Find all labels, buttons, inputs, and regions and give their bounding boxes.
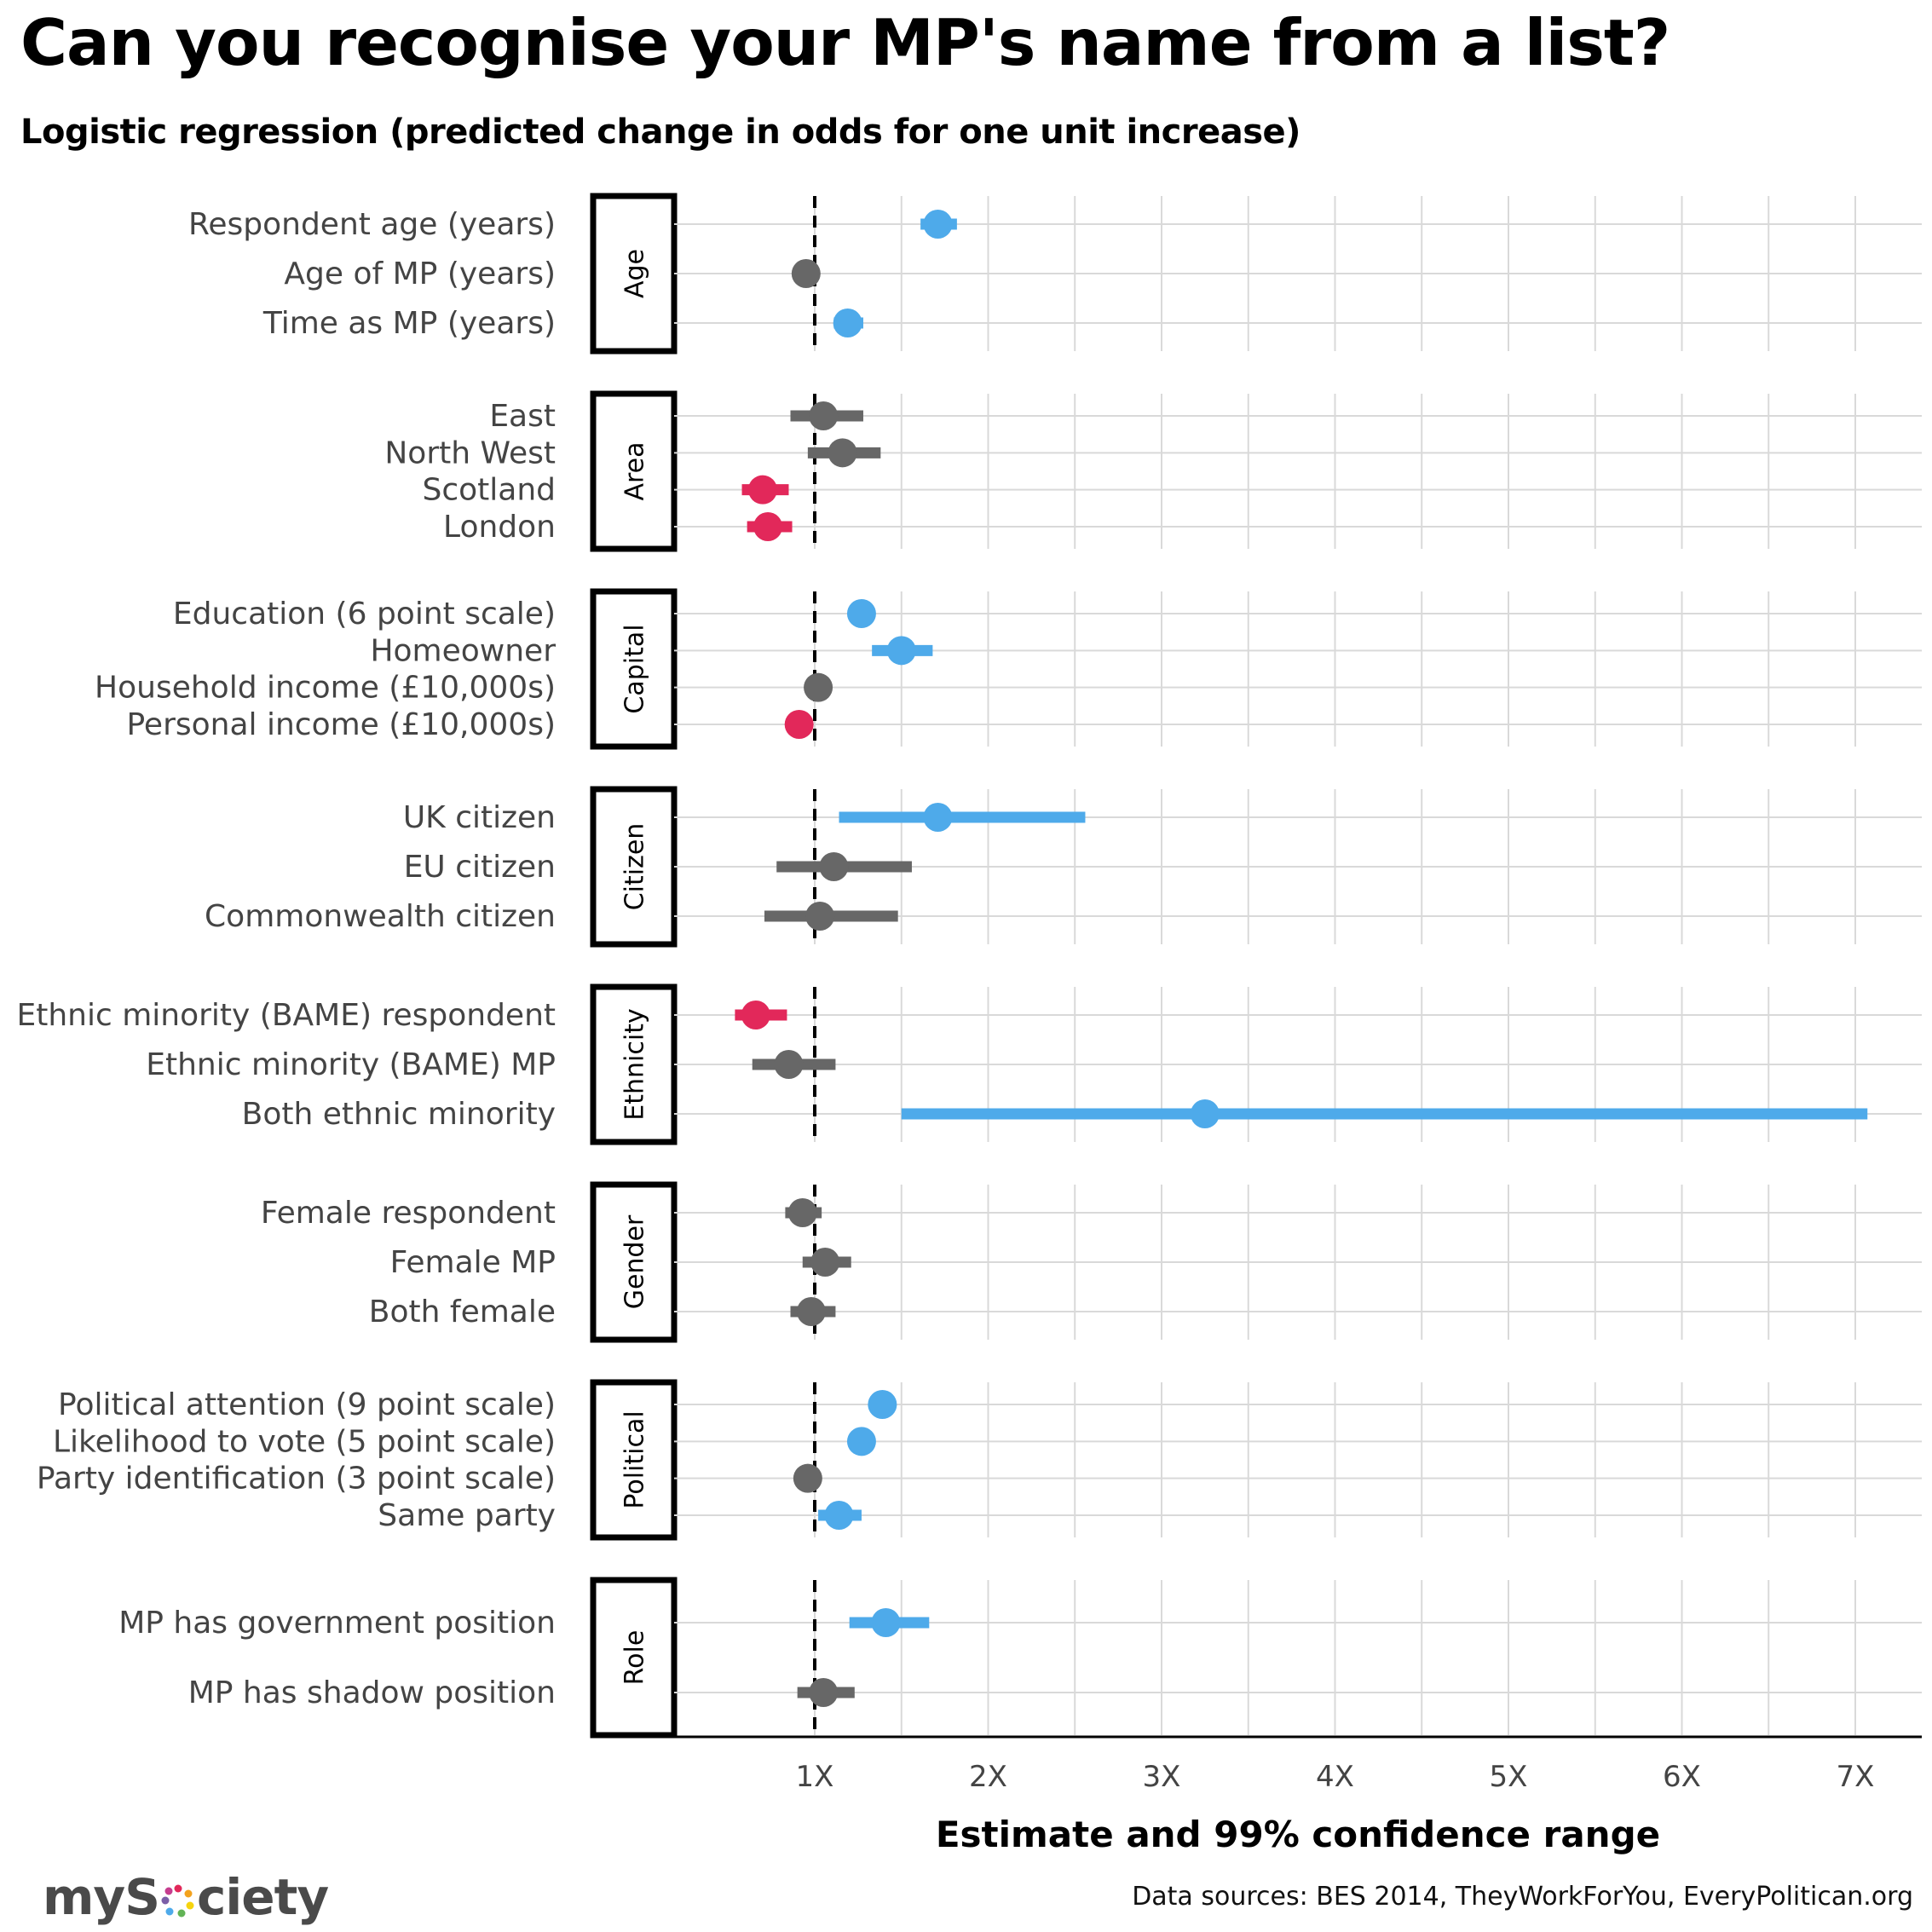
estimate-point xyxy=(886,636,916,666)
row-label: Female MP xyxy=(390,1245,556,1280)
estimate-point xyxy=(787,1198,817,1227)
row-label: Age of MP (years) xyxy=(284,257,556,291)
estimate-point xyxy=(871,1608,901,1637)
data-sources-note: Data sources: BES 2014, TheyWorkForYou, … xyxy=(1132,1882,1913,1912)
estimate-point xyxy=(923,210,953,239)
row-label: Household income (£10,000s) xyxy=(95,671,556,706)
estimate-point xyxy=(796,1297,826,1326)
mysociety-logo: myS ciety xyxy=(43,1868,329,1926)
row-label: London xyxy=(443,510,556,545)
row-label: Political attention (9 point scale) xyxy=(58,1387,556,1422)
estimate-point xyxy=(868,1390,897,1419)
estimate-point xyxy=(809,1678,839,1707)
group-label: Area xyxy=(620,441,650,500)
estimate-point xyxy=(846,1427,876,1456)
estimate-point xyxy=(824,1501,854,1530)
row-label: UK citizen xyxy=(403,800,556,835)
group-label: Age xyxy=(620,249,650,298)
group-label: Ethnicity xyxy=(620,1008,650,1120)
row-label: Homeowner xyxy=(370,633,556,668)
x-tick-label: 4X xyxy=(1316,1760,1354,1794)
group-box-role xyxy=(590,1577,678,1739)
row-label: Commonwealth citizen xyxy=(205,899,556,934)
row-label: Ethnic minority (BAME) respondent xyxy=(16,998,556,1033)
row-label: Likelihood to vote (5 point scale) xyxy=(53,1424,556,1459)
group-label: Capital xyxy=(620,624,650,713)
x-tick-label: 1X xyxy=(796,1760,834,1794)
group-label: Political xyxy=(620,1410,650,1508)
row-label: Scotland xyxy=(422,473,556,508)
row-label: East xyxy=(489,399,556,434)
x-axis-title: Estimate and 99% confidence range xyxy=(936,1814,1660,1855)
estimate-point xyxy=(804,672,833,702)
group-box-political xyxy=(590,1379,678,1541)
row-label: Ethnic minority (BAME) MP xyxy=(146,1047,556,1082)
estimate-point xyxy=(819,852,849,881)
estimate-point xyxy=(741,1001,770,1029)
estimate-point xyxy=(846,599,876,628)
estimate-point xyxy=(793,1463,822,1493)
row-label: Female respondent xyxy=(261,1196,556,1231)
estimate-point xyxy=(828,438,857,468)
row-label: Personal income (£10,000s) xyxy=(127,707,557,742)
row-label: Same party xyxy=(378,1498,556,1533)
group-label: Gender xyxy=(620,1214,650,1309)
chart-subtitle: Logistic regression (predicted change in… xyxy=(20,112,1300,152)
group-box-gender xyxy=(590,1181,678,1343)
estimate-point xyxy=(791,259,821,288)
row-label: EU citizen xyxy=(404,850,556,885)
estimate-point xyxy=(1190,1099,1220,1128)
row-label: Respondent age (years) xyxy=(188,207,556,242)
row-label: Time as MP (years) xyxy=(262,306,556,341)
estimate-point xyxy=(805,902,835,931)
x-tick-label: 6X xyxy=(1663,1760,1701,1794)
estimate-point xyxy=(774,1050,804,1079)
estimate-point xyxy=(923,803,953,832)
x-tick-label: 5X xyxy=(1490,1760,1528,1794)
estimate-point xyxy=(747,475,777,505)
estimate-point xyxy=(809,401,839,430)
row-label: Party identification (3 point scale) xyxy=(37,1462,556,1497)
row-label: North West xyxy=(384,435,556,470)
group-label: Citizen xyxy=(620,823,650,911)
logo-dots-icon xyxy=(161,1884,194,1918)
x-tick-label: 3X xyxy=(1143,1760,1181,1794)
row-label: MP has government position xyxy=(118,1606,556,1641)
x-tick-label: 7X xyxy=(1837,1760,1875,1794)
row-label: Education (6 point scale) xyxy=(173,597,556,632)
chart-title: Can you recognise your MP's name from a … xyxy=(20,5,1670,80)
estimate-point xyxy=(753,512,783,541)
row-label: Both ethnic minority xyxy=(242,1097,556,1132)
row-label: Both female xyxy=(369,1295,556,1329)
x-tick-label: 2X xyxy=(969,1760,1007,1794)
group-box-capital xyxy=(590,588,678,750)
group-box-area xyxy=(590,390,678,552)
estimate-point xyxy=(784,710,814,739)
group-label: Role xyxy=(620,1630,650,1686)
estimate-point xyxy=(833,309,862,337)
row-label: MP has shadow position xyxy=(188,1675,556,1710)
estimate-point xyxy=(810,1248,840,1277)
